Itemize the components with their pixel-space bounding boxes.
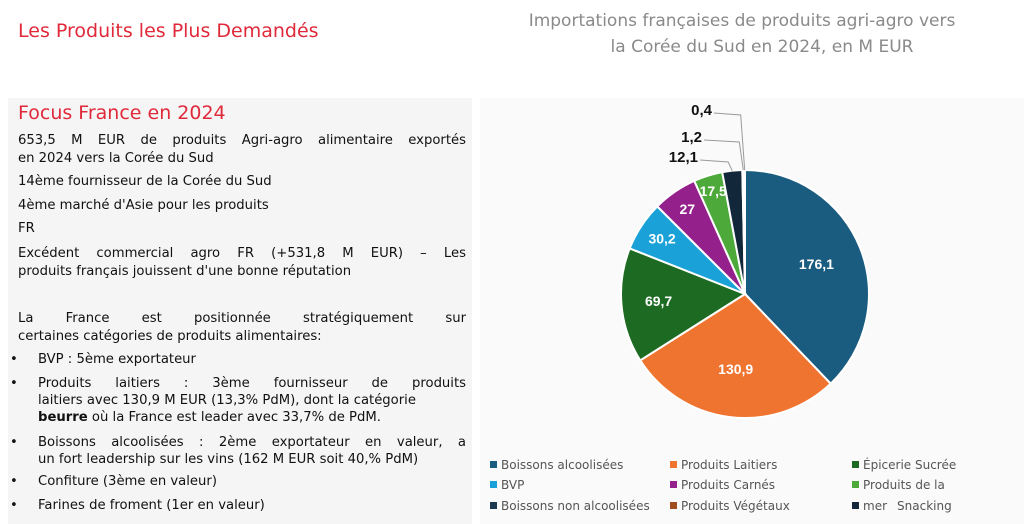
legend-swatch (852, 461, 859, 468)
data-label-produits-v-g-taux: 0,4 (691, 102, 713, 119)
data-label-produits-laitiers: 130,9 (718, 361, 753, 377)
legend-label: Produits Carnés (681, 478, 776, 492)
bullet-dot: • (10, 352, 18, 367)
data-label-boissons-alcoolis-es: 176,1 (799, 256, 834, 272)
legend-label-mer: mer (863, 499, 888, 513)
data-label-bvp: 30,2 (648, 230, 675, 246)
trade-surplus-line-1: Excédent commercial agro FR (+531,8 M EU… (18, 246, 466, 261)
legend-item-boissons-non-alcoolisees: Boissons non alcoolisées (490, 499, 650, 513)
legend-label: Boissons alcoolisées (501, 458, 624, 472)
bullet-dairy-line-3: beurre où la France est leader avec 33,7… (38, 409, 466, 426)
bullet-bvp-text: BVP : 5ème exportateur (38, 352, 196, 367)
legend-swatch (670, 481, 677, 488)
chart-panel: 176,1 130,9 69,7 30,2 27 17,5 12,1 1,2 0,4 (480, 98, 1024, 524)
legend-item-snacking: mer Snacking (852, 499, 952, 513)
butter-rest-text: où la France est leader avec 33,7% de Pd… (87, 410, 381, 425)
supplier-rank-text: 14ème fournisseur de la Corée du Sud (18, 174, 272, 189)
bullet-dairy-line-1: Produits laitiers : 3ème fournisseur de … (38, 376, 466, 391)
bullet-dot: • (10, 498, 18, 513)
bullet-dot: • (10, 435, 18, 450)
legend-item-boissons-alcoolisees: Boissons alcoolisées (490, 458, 623, 472)
leader-line (699, 159, 733, 171)
legend-swatch (852, 481, 859, 488)
legend-item-produits-vegetaux: Produits Végétaux (670, 499, 790, 513)
asia-market-text-line-1: 4ème marché d'Asie pour les produits (18, 198, 269, 213)
legend-swatch (490, 502, 497, 509)
legend-item-produits-carnes: Produits Carnés (670, 478, 775, 492)
legend-swatch (490, 461, 497, 468)
data-label--picerie-sucr-e: 69,7 (645, 293, 672, 309)
chart-title: Importations françaises de produits agri… (482, 8, 1002, 60)
bullet-alcohol-line-2: un fort leadership sur les vins (162 M E… (38, 452, 419, 467)
page-title: Les Produits les Plus Demandés (18, 20, 319, 42)
legend-swatch (490, 481, 497, 488)
data-label-snacking: 12,1 (669, 149, 698, 166)
legend-label-snacking: Snacking (897, 499, 952, 513)
legend-swatch (852, 502, 859, 509)
data-label-produits-de-la-mer: 17,5 (700, 183, 727, 199)
legend-label: Produits de la (863, 478, 945, 492)
focus-title: Focus France en 2024 (18, 102, 226, 124)
trade-surplus-line-2: produits français jouissent d'une bonne … (18, 264, 352, 279)
legend-label: Boissons non alcoolisées (501, 499, 650, 513)
leader-line (703, 139, 744, 171)
chart-title-line-2: la Corée du Sud en 2024, en M EUR (610, 37, 914, 57)
legend-item-bvp: BVP (490, 478, 524, 492)
data-label-boissons-non-alcoolis-es: 1,2 (681, 129, 702, 146)
legend-label: BVP (501, 478, 525, 492)
pie-slice-produits-laitiers (638, 292, 833, 419)
export-text-line-1: 653,5 M EUR de produits Agri-agro alimen… (18, 133, 466, 148)
legend-item-produits-de-la-mer: Produits de la (852, 478, 945, 492)
bullet-alcohol-line-1: Boissons alcoolisées : 2ème exportateur … (38, 435, 466, 450)
legend-swatch (670, 461, 677, 468)
butter-bold-text: beurre (38, 410, 88, 425)
legend-item-produits-laitiers: Produits Laitiers (670, 458, 777, 472)
bullet-jam-text: Confiture (3ème en valeur) (38, 474, 217, 489)
pie-slice-produits-v-g-taux (743, 168, 746, 295)
legend-label: Produits Laitiers (681, 458, 778, 472)
data-label-produits-carn-s: 27 (680, 201, 696, 217)
legend-label: Produits Végétaux (681, 499, 790, 513)
bullet-dairy-line-2: laitiers avec 130,9 M EUR (13,3% PdM), d… (38, 393, 416, 408)
pie-slice--picerie-sucr-e (620, 247, 748, 362)
focus-panel: Focus France en 2024 653,5 M EUR de prod… (8, 98, 472, 524)
positioning-line-2: certaines catégories de produits aliment… (18, 329, 322, 344)
pie-slice-boissons-alcoolis-es (744, 168, 870, 386)
bullet-dot: • (10, 474, 18, 489)
legend-label: Épicerie Sucrée (863, 458, 957, 472)
chart-legend: Boissons alcoolisées Produits Laitiers É… (490, 455, 1020, 519)
chart-title-line-1: Importations françaises de produits agri… (528, 11, 956, 31)
bullet-dot: • (10, 376, 18, 391)
positioning-line-1: La France est positionnée stratégiquemen… (18, 311, 466, 326)
legend-swatch (670, 502, 677, 509)
legend-item-epicerie-sucree: Épicerie Sucrée (852, 458, 956, 472)
export-text-line-2: en 2024 vers la Corée du Sud (18, 151, 214, 166)
leader-line (713, 112, 746, 171)
asia-market-text-line-2: FR (18, 221, 35, 236)
bullet-flour-text: Farines de froment (1er en valeur) (38, 498, 265, 513)
